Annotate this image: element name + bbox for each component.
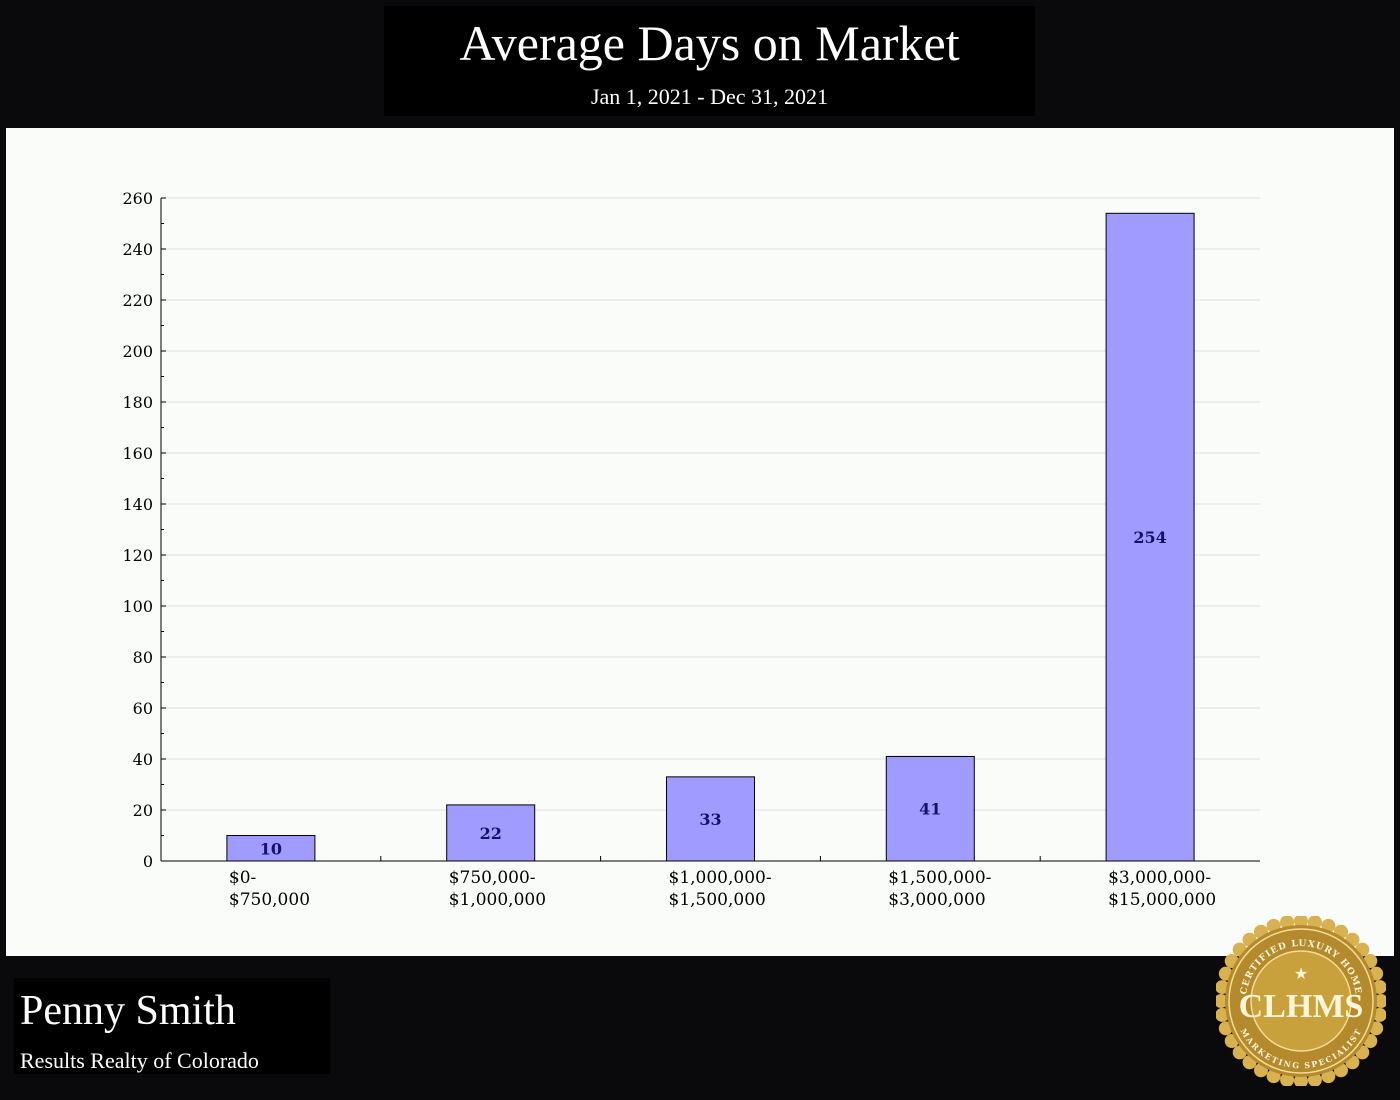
y-tick-label: 240 [122,240,153,259]
chart-title: Average Days on Market [459,15,960,71]
seal-text: CLHMS [1239,988,1364,1025]
bar [885,755,975,862]
bar-value-label: 22 [480,824,502,843]
y-tick-label: 220 [122,291,153,310]
chart-subtitle: Jan 1, 2021 - Dec 31, 2021 [590,84,829,109]
bar-chart: 0 20 40 60 80 100 120 140 160 180 200 220 240 260 10$0… [122,189,1260,910]
bar-value-label: 254 [1133,528,1166,547]
bar-value-label: 10 [260,839,282,858]
bar [1105,212,1195,862]
y-tick-label: 140 [122,495,153,514]
y-tick-label: 40 [133,750,153,769]
agent-box: Penny Smith Results Realty of Colorado [14,978,330,1074]
y-tick-label: 200 [122,342,153,361]
x-category-label: $1,000,000- [669,868,772,888]
title-box: Average Days on Market Jan 1, 2021 - Dec… [384,6,1035,116]
x-category-label: $15,000,000 [1108,890,1216,910]
y-tick-label: 180 [122,393,153,412]
agent-company: Results Realty of Colorado [20,1048,259,1073]
x-category-label: $750,000 [229,890,310,910]
agent-name: Penny Smith [20,988,236,1034]
x-category-label: $750,000- [449,868,536,888]
clhms-seal-logo: CERTIFIED LUXURY HOME MARKETING SPECIALI… [1216,916,1386,1086]
x-category-label: $3,000,000 [888,890,985,910]
x-category-label: $3,000,000- [1108,868,1211,888]
x-category-label: $0- [229,868,256,888]
bar [226,835,316,862]
star-icon: ★ [1294,964,1308,983]
bar-value-label: 41 [919,800,941,819]
bar [446,804,536,862]
y-tick-label: 100 [122,597,153,616]
y-tick-label: 120 [122,546,153,565]
chart-panel: 0 20 40 60 80 100 120 140 160 180 200 220 240 260 10 $0… [6,128,1394,956]
bar [666,776,755,862]
x-category-label: $1,000,000 [449,890,546,910]
y-tick-label: 80 [133,648,153,667]
x-category-label: $1,500,000- [888,868,991,888]
y-tick-label: 260 [122,189,153,208]
y-tick-label: 20 [133,801,153,820]
y-tick-label: 0 [143,852,153,871]
x-category-label: $1,500,000 [669,890,766,910]
seal-scallop-edge [1216,916,1386,1086]
y-tick-label: 60 [133,699,153,718]
y-tick-label: 160 [122,444,153,463]
bar-value-label: 33 [699,810,721,829]
